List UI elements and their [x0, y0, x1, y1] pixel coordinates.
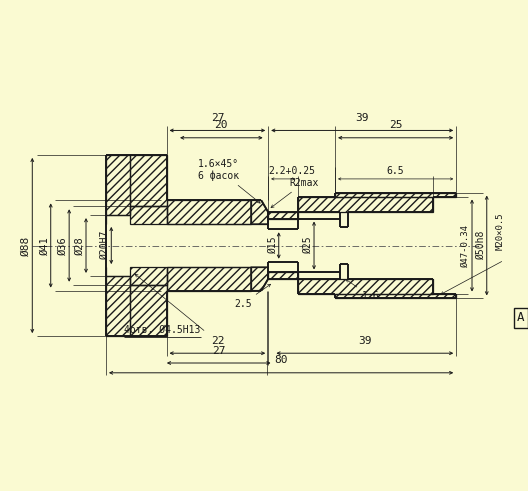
- Text: 20: 20: [214, 120, 228, 131]
- Text: Ø15: Ø15: [267, 237, 277, 254]
- Text: Ø50h8: Ø50h8: [475, 231, 485, 260]
- Text: 2.2+0.25: 2.2+0.25: [268, 166, 315, 176]
- Text: R2max: R2max: [271, 178, 319, 208]
- Text: 22: 22: [211, 336, 224, 346]
- Text: 27: 27: [211, 113, 224, 123]
- Text: Ø36: Ø36: [58, 236, 68, 255]
- Text: Ø41: Ø41: [40, 236, 50, 255]
- Text: A: A: [517, 311, 525, 325]
- Text: 1.6×45°
6 фасок: 1.6×45° 6 фасок: [198, 159, 260, 203]
- Text: 39: 39: [358, 336, 372, 346]
- Text: 2.5: 2.5: [234, 284, 270, 309]
- Text: 27: 27: [212, 346, 225, 355]
- Text: 80: 80: [275, 355, 288, 365]
- Text: Ø28: Ø28: [74, 236, 84, 255]
- Text: Ø88: Ø88: [21, 235, 31, 256]
- Text: Ø47-0.34: Ø47-0.34: [461, 224, 470, 267]
- Text: 6.5: 6.5: [387, 166, 404, 176]
- Text: Ø20H7: Ø20H7: [99, 231, 109, 260]
- Text: M20×0.5: M20×0.5: [495, 212, 504, 249]
- Text: 1.6: 1.6: [346, 279, 379, 301]
- Text: 4отв. Ø4.5H13: 4отв. Ø4.5H13: [125, 325, 201, 334]
- Text: 39: 39: [355, 113, 369, 123]
- Text: Ø25: Ø25: [303, 237, 313, 254]
- Text: 25: 25: [389, 120, 402, 131]
